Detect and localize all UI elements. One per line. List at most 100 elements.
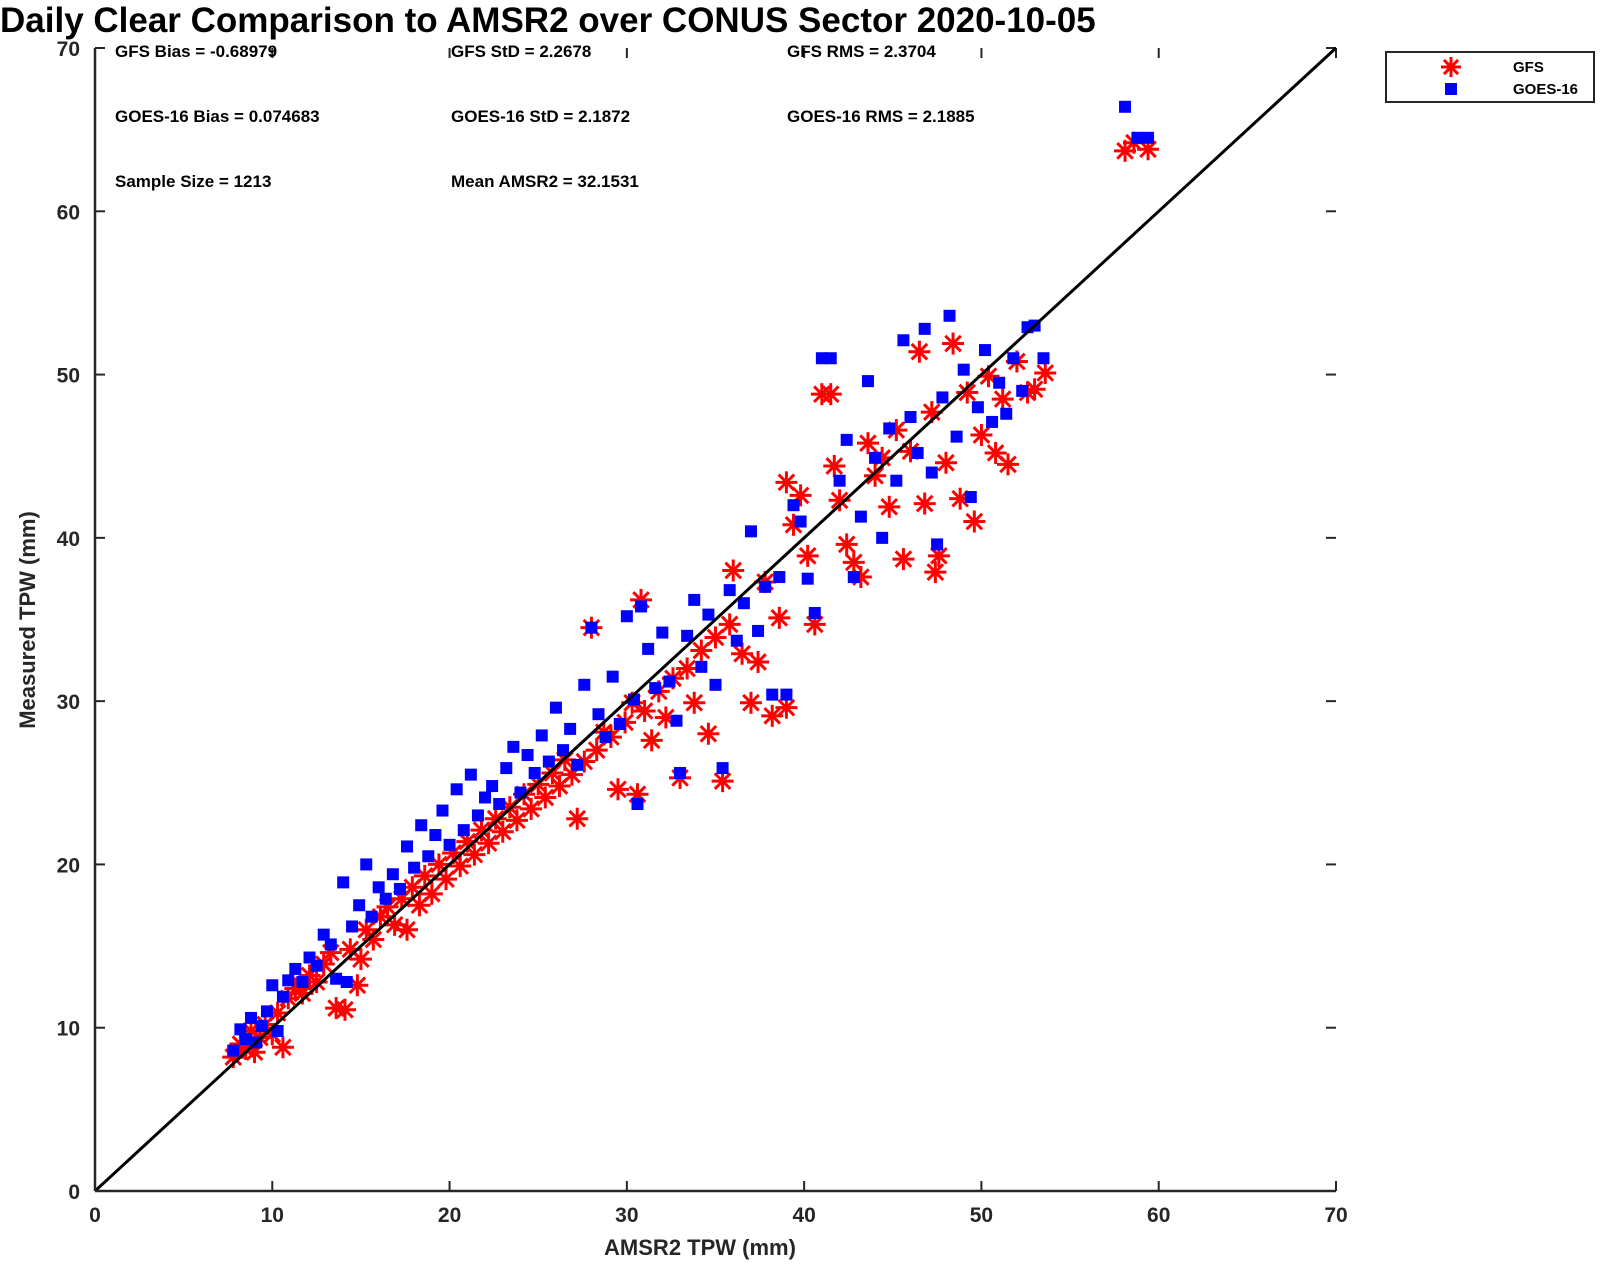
gfs-point [697,722,720,745]
goes16-point [964,491,977,504]
stats-annotations: GFS Bias = -0.68979 GFS StD = 2.2678 GFS R… [115,42,975,191]
goes16-point [663,675,676,688]
goes16-point [1016,384,1029,397]
goes16-point [876,531,889,544]
x-tick-label: 70 [1324,1204,1347,1227]
goes16-point [317,928,330,941]
goes16-point [897,334,910,347]
goes16-point [471,809,484,822]
goes16-point [1000,407,1013,420]
gfs-point [997,453,1020,476]
goes16-point [1037,352,1050,365]
goes16-point [670,714,683,727]
goes16-point [592,708,605,721]
gfs-point [704,626,727,649]
goes16-point [801,572,814,585]
goes16-point [415,819,428,832]
goes16-point [635,600,648,613]
stat-text: Sample Size = 1213 [115,172,271,191]
goes16-point [493,798,506,811]
gfs-point [566,807,589,830]
goes16-point [578,678,591,691]
gfs-point [505,809,528,832]
goes16-point [709,678,722,691]
y-tick-label: 30 [57,691,80,714]
gfs-point [449,855,472,878]
axes [93,48,1336,1193]
legend-goes16-marker [1445,83,1457,95]
goes16-point [702,608,715,621]
goes16-point [330,972,343,985]
goes16-point [1142,131,1155,144]
goes16-point [752,624,765,637]
goes16-point [695,660,708,673]
goes16-point [656,626,669,639]
gfs-point [435,868,458,891]
gfs-point [892,548,915,571]
goes16-point [557,744,570,757]
gfs-point [913,492,936,515]
gfs-point [828,489,851,512]
goes16-point [260,1005,273,1018]
reference-line-layer [93,46,1338,1193]
goes16-point [730,634,743,647]
series-goes-16 [227,100,1155,1057]
goes16-point [535,729,548,742]
goes16-point [271,1024,284,1037]
y-axis-label: Measured TPW (mm) [15,511,40,729]
goes16-point [904,411,917,424]
goes16-point [401,840,414,853]
goes16-point [649,682,662,695]
goes16-point [337,876,350,889]
goes16-point [422,850,435,863]
goes16-point [854,510,867,523]
gfs-point [325,997,348,1020]
legend-gfs-marker [1441,57,1461,77]
gfs-point [934,451,957,474]
goes16-point [808,606,821,619]
goes16-point [571,758,584,771]
goes16-point [276,990,289,1003]
goes16-point [1007,352,1020,365]
goes16-point [918,322,931,335]
goes16-point [957,363,970,376]
gfs-point [739,691,762,714]
x-tick-label: 40 [792,1204,815,1227]
goes16-point [993,376,1006,389]
goes16-point [564,722,577,735]
goes16-point [585,621,598,634]
goes16-point [528,766,541,779]
stat-text: GOES-16 StD = 2.1872 [451,107,630,126]
goes16-point [450,783,463,796]
gfs-point [683,691,706,714]
gfs-point [991,388,1014,411]
gfs-point [856,432,879,455]
gfs-point [690,639,713,662]
goes16-point [599,731,612,744]
x-tick-label: 0 [89,1204,101,1227]
goes16-point [324,938,337,951]
gfs-point [333,998,356,1021]
goes16-point [978,344,991,357]
gfs-point [819,383,842,406]
gfs-point [396,918,419,941]
goes16-point [340,975,353,988]
goes16-point [360,858,373,871]
gfs-point [463,843,486,866]
goes16-point [833,474,846,487]
goes16-point [457,824,470,837]
x-tick-label: 10 [261,1204,284,1227]
goes16-point [479,791,492,804]
stat-text: GOES-16 Bias = 0.074683 [115,107,320,126]
goes16-point [773,571,786,584]
goes16-point [883,422,896,435]
goes16-point [542,755,555,768]
gfs-point [842,551,865,574]
goes16-point [794,515,807,528]
gfs-point [534,786,557,809]
goes16-point [239,1033,252,1046]
goes16-point [943,309,956,322]
goes16-point [869,451,882,464]
goes16-point [408,861,421,874]
